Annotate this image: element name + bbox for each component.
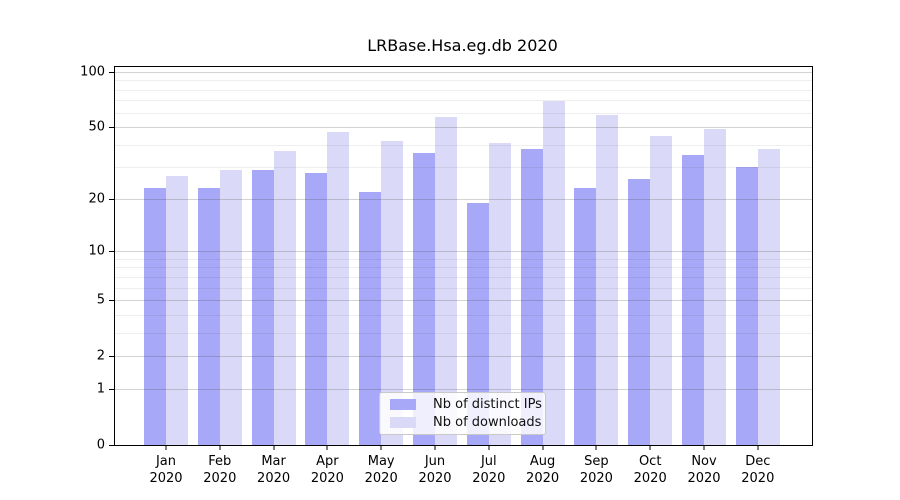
- plot-area: Nb of distinct IPs Nb of downloads 0 1 2 5 1…: [80, 65, 813, 486]
- minor-gridline: [115, 167, 812, 169]
- bar-downloads-jan: [166, 175, 188, 445]
- x-tick-label: Nov 2020: [687, 454, 721, 486]
- x-tick-label: Jun 2020: [418, 454, 452, 486]
- y-axis-tick: [109, 388, 115, 390]
- y-axis-tick: [109, 251, 115, 253]
- y-tick-label: 10: [88, 243, 105, 259]
- legend: Nb of distinct IPs Nb of downloads: [379, 392, 546, 435]
- minor-gridline: [115, 144, 812, 146]
- bar-downloads-nov: [704, 128, 726, 445]
- y-tick-label: 100: [80, 64, 105, 80]
- y-tick-label: 20: [88, 191, 105, 207]
- bar-downloads-mar: [273, 151, 296, 445]
- legend-label-downloads: Nb of downloads: [433, 415, 542, 430]
- major-gridline: [115, 251, 812, 253]
- x-axis-tick: [595, 445, 597, 450]
- legend-item-downloads: Nb of downloads: [388, 415, 541, 430]
- bar-downloads-sep: [596, 115, 619, 445]
- minor-gridline: [115, 276, 812, 278]
- x-tick-label: Sep 2020: [579, 454, 613, 486]
- minor-gridline: [115, 80, 812, 82]
- bar-distinct-ips-dec: [735, 167, 758, 445]
- x-tick-label: Mar 2020: [257, 454, 291, 486]
- x-tick-label: Jul 2020: [472, 454, 506, 486]
- x-axis-tick: [326, 445, 328, 450]
- y-tick-label: 1: [96, 381, 105, 397]
- minor-gridline: [115, 112, 812, 114]
- minor-gridline: [115, 267, 812, 269]
- x-tick-label: May 2020: [364, 454, 398, 486]
- y-tick-label: 5: [96, 292, 105, 308]
- chart-title: LRBase.Hsa.eg.db 2020: [367, 36, 558, 55]
- minor-gridline: [115, 89, 812, 91]
- bar-downloads-jul: [488, 142, 511, 445]
- bar-downloads-apr: [327, 132, 350, 445]
- x-axis-tick: [434, 445, 436, 450]
- y-axis-tick: [109, 127, 115, 129]
- bar-downloads-oct: [650, 135, 673, 445]
- y-tick-label: 0: [96, 437, 105, 453]
- x-axis-tick: [703, 445, 705, 450]
- y-tick-label: 2: [96, 348, 105, 364]
- y-axis-tick: [109, 356, 115, 358]
- major-gridline: [115, 127, 812, 129]
- y-axis-tick: [109, 198, 115, 200]
- bar-downloads-aug: [542, 100, 565, 445]
- y-axis-tick: [109, 72, 115, 73]
- minor-gridline: [115, 332, 812, 334]
- bar-distinct-ips-nov: [682, 155, 704, 445]
- major-gridline: [115, 198, 812, 200]
- x-axis-tick: [488, 445, 490, 450]
- y-tick-label: 50: [88, 119, 105, 135]
- legend-swatch-downloads: [390, 417, 416, 428]
- major-gridline: [115, 356, 812, 358]
- major-gridline: [115, 300, 812, 302]
- legend-label-distinct-ips: Nb of distinct IPs: [433, 397, 542, 412]
- bar-distinct-ips-oct: [628, 178, 651, 445]
- minor-gridline: [115, 287, 812, 289]
- bar-distinct-ips-jun: [413, 153, 435, 445]
- bar-distinct-ips-may: [359, 191, 382, 445]
- x-axis-tick: [542, 445, 544, 450]
- bar-distinct-ips-jul: [466, 202, 489, 445]
- y-axis-tick: [109, 445, 115, 446]
- legend-item-distinct-ips: Nb of distinct IPs: [388, 397, 542, 412]
- bar-distinct-ips-apr: [305, 172, 328, 445]
- bar-distinct-ips-jan: [144, 188, 166, 445]
- bar-distinct-ips-aug: [520, 148, 543, 445]
- x-axis-tick: [380, 445, 382, 450]
- minor-gridline: [115, 100, 812, 102]
- bar-downloads-dec: [757, 148, 780, 445]
- y-axis-tick: [109, 300, 115, 302]
- x-axis-tick: [757, 445, 759, 450]
- minor-gridline: [115, 258, 812, 260]
- bar-downloads-jun: [435, 116, 457, 445]
- minor-gridline: [115, 314, 812, 316]
- x-axis-tick: [165, 445, 167, 450]
- x-tick-label: Jan 2020: [149, 454, 183, 486]
- x-tick-label: Dec 2020: [741, 454, 775, 486]
- major-gridline: [115, 72, 812, 73]
- x-tick-label: Aug 2020: [526, 454, 560, 486]
- bar-downloads-may: [381, 141, 404, 445]
- x-tick-label: Feb 2020: [203, 454, 237, 486]
- x-axis-tick: [649, 445, 651, 450]
- bar-distinct-ips-sep: [574, 188, 597, 445]
- bar-downloads-feb: [219, 170, 242, 445]
- x-tick-label: Apr 2020: [310, 454, 344, 486]
- x-axis-tick: [273, 445, 275, 450]
- bar-distinct-ips-feb: [197, 188, 220, 445]
- major-gridline: [115, 388, 812, 390]
- x-axis-tick: [219, 445, 221, 450]
- bar-distinct-ips-mar: [251, 170, 274, 445]
- legend-swatch-distinct-ips: [390, 399, 416, 410]
- x-tick-label: Oct 2020: [633, 454, 667, 486]
